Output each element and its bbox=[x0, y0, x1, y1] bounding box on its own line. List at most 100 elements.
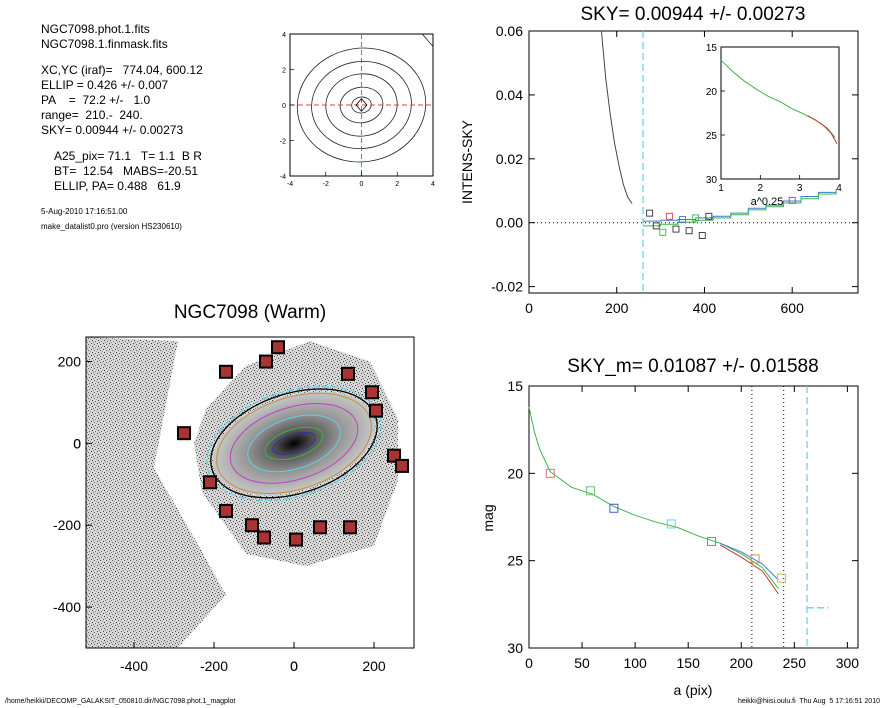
sky-box bbox=[203, 475, 217, 490]
mag-xtick-label: 250 bbox=[783, 655, 807, 671]
footer-user: heikki@hiisi.oulu.fi Thu Aug 5 17:16:51 … bbox=[737, 698, 880, 705]
contour-level-4 bbox=[311, 60, 412, 150]
sky-marker bbox=[685, 227, 693, 235]
mag-series-2 bbox=[719, 542, 779, 581]
sky-profile-line bbox=[600, 30, 633, 204]
mag-xtick-label: 0 bbox=[525, 655, 533, 671]
sky-ytick-label: 0.04 bbox=[496, 87, 523, 103]
inset-ytick-label: 15 bbox=[706, 43, 718, 54]
contour-xtick-label: 4 bbox=[431, 181, 435, 188]
image-xtick-label: -400 bbox=[120, 658, 148, 674]
sky-box bbox=[219, 503, 233, 518]
mag-ytick-label: 20 bbox=[507, 465, 523, 481]
isophote-ellipse-2 bbox=[264, 426, 324, 461]
sky-marker bbox=[692, 214, 700, 222]
galaxy-body bbox=[212, 391, 376, 496]
mag-marker bbox=[707, 536, 717, 546]
sky-box bbox=[257, 530, 271, 545]
contour-ytick-label: 2 bbox=[282, 68, 286, 75]
sky-box bbox=[177, 426, 191, 441]
inset-ytick-label: 25 bbox=[706, 131, 718, 142]
sky-box bbox=[369, 403, 383, 418]
contour-ytick-label: 4 bbox=[282, 32, 286, 39]
contour-level-5 bbox=[296, 47, 427, 163]
mag-xtick-label: 200 bbox=[730, 655, 754, 671]
contour-level-2 bbox=[339, 86, 384, 124]
mag-xtick-label: 50 bbox=[574, 655, 590, 671]
mag-xlabel: a (pix) bbox=[674, 682, 713, 698]
sky-box bbox=[219, 364, 233, 379]
image-ytick-label-zero: 0 bbox=[73, 435, 81, 451]
image-xtick-label-zero: 0 bbox=[290, 658, 298, 674]
contour-ytick-label: -4 bbox=[280, 174, 286, 181]
inset-xtick-label: 3 bbox=[797, 183, 803, 194]
image-xtick-label: 200 bbox=[362, 658, 386, 674]
mag-xtick-label: 100 bbox=[623, 655, 647, 671]
magnitude-plot: SKY_m= 0.01087 +/- 0.01588 mag a (pix) 0 50 1… bbox=[480, 356, 859, 698]
sky-box bbox=[387, 448, 401, 463]
header-file-2: NGC7098.1.finmask.fits bbox=[41, 37, 168, 51]
sky-marker bbox=[659, 228, 667, 236]
sky-box bbox=[259, 354, 273, 369]
param-sky: SKY= 0.00944 +/- 0.00273 bbox=[41, 123, 184, 137]
mag-xtick-label: 300 bbox=[836, 655, 860, 671]
param-range: range= 210.- 240. bbox=[41, 108, 143, 122]
result-ellip-pa: ELLIP, PA= 0.488 61.9 bbox=[54, 179, 181, 193]
sky-title: SKY= 0.00944 +/- 0.00273 bbox=[580, 4, 805, 25]
sky-box bbox=[395, 458, 409, 473]
image-xtick-label: -200 bbox=[200, 658, 228, 674]
contour-xtick-label: -2 bbox=[323, 181, 329, 188]
sky-box bbox=[343, 520, 357, 535]
param-ellip: ELLIP = 0.426 +/- 0.007 bbox=[41, 78, 169, 92]
sky-ytick-label: 0.02 bbox=[496, 151, 523, 167]
sky-box bbox=[365, 385, 379, 400]
contour-xtick-label: 0 bbox=[360, 181, 364, 188]
header-file-1: NGC7098.phot.1.fits bbox=[41, 22, 150, 36]
sky-marker bbox=[665, 212, 673, 220]
mag-xtick-label: 150 bbox=[677, 655, 701, 671]
sky-box bbox=[313, 520, 327, 535]
mag-ylabel: mag bbox=[480, 504, 496, 531]
sky-frame bbox=[528, 30, 859, 294]
contour-plot: -4 -2 0 2 4 -4 -2 0 2 4 bbox=[280, 32, 435, 188]
left-field-image bbox=[86, 337, 226, 648]
inset-frame bbox=[720, 46, 840, 180]
mag-marker bbox=[545, 468, 555, 478]
contour-ytick-label: -2 bbox=[280, 139, 286, 146]
isophote-ellipse-5 bbox=[216, 392, 372, 495]
sky-marker bbox=[698, 232, 706, 239]
mag-ytick-label: 30 bbox=[507, 640, 523, 656]
sky-xtick-label: 0 bbox=[525, 300, 533, 316]
sky-marker bbox=[672, 225, 680, 233]
inset-xtick-label: 4 bbox=[836, 183, 842, 194]
inset-xlabel: a^0.25 bbox=[751, 196, 784, 208]
mag-marker bbox=[750, 554, 760, 564]
footer-path: /home/heikki/DECOMP_GALAKSIT_050810.dir/… bbox=[5, 698, 236, 705]
sky-xtick-label: 200 bbox=[605, 300, 629, 316]
image-ytick-label: 200 bbox=[58, 354, 82, 370]
mag-frame bbox=[528, 385, 859, 649]
mag-series-1 bbox=[528, 406, 779, 589]
result-a25: A25_pix= 71.1 T= 1.1 B R bbox=[54, 149, 202, 163]
sky-box bbox=[271, 340, 285, 355]
mag-marker bbox=[586, 486, 596, 496]
header-date: 5-Aug-2010 17:16:51.00 bbox=[41, 207, 128, 216]
image-frame bbox=[85, 336, 415, 649]
contour-level-1 bbox=[351, 96, 372, 114]
sky-marker bbox=[788, 196, 796, 204]
image-ytick-label: -200 bbox=[53, 517, 81, 533]
sky-ylabel: INTENS-SKY bbox=[459, 119, 475, 204]
header-program: make_datalist0.pro (version HS230610) bbox=[41, 222, 182, 231]
isophote-ellipse-3 bbox=[247, 414, 341, 473]
isophote-ellipse-1 bbox=[272, 431, 316, 455]
inset-ytick-label: 20 bbox=[706, 87, 718, 98]
sky-xtick-label: 400 bbox=[693, 300, 717, 316]
image-ytick-label: 0 bbox=[73, 435, 81, 451]
param-xcyc: XC,YC (iraf)= 774.04, 600.12 bbox=[41, 63, 203, 77]
mag-series-3 bbox=[719, 544, 779, 595]
mag-marker bbox=[666, 519, 676, 529]
param-pa: PA = 72.2 +/- 1.0 bbox=[41, 93, 151, 107]
